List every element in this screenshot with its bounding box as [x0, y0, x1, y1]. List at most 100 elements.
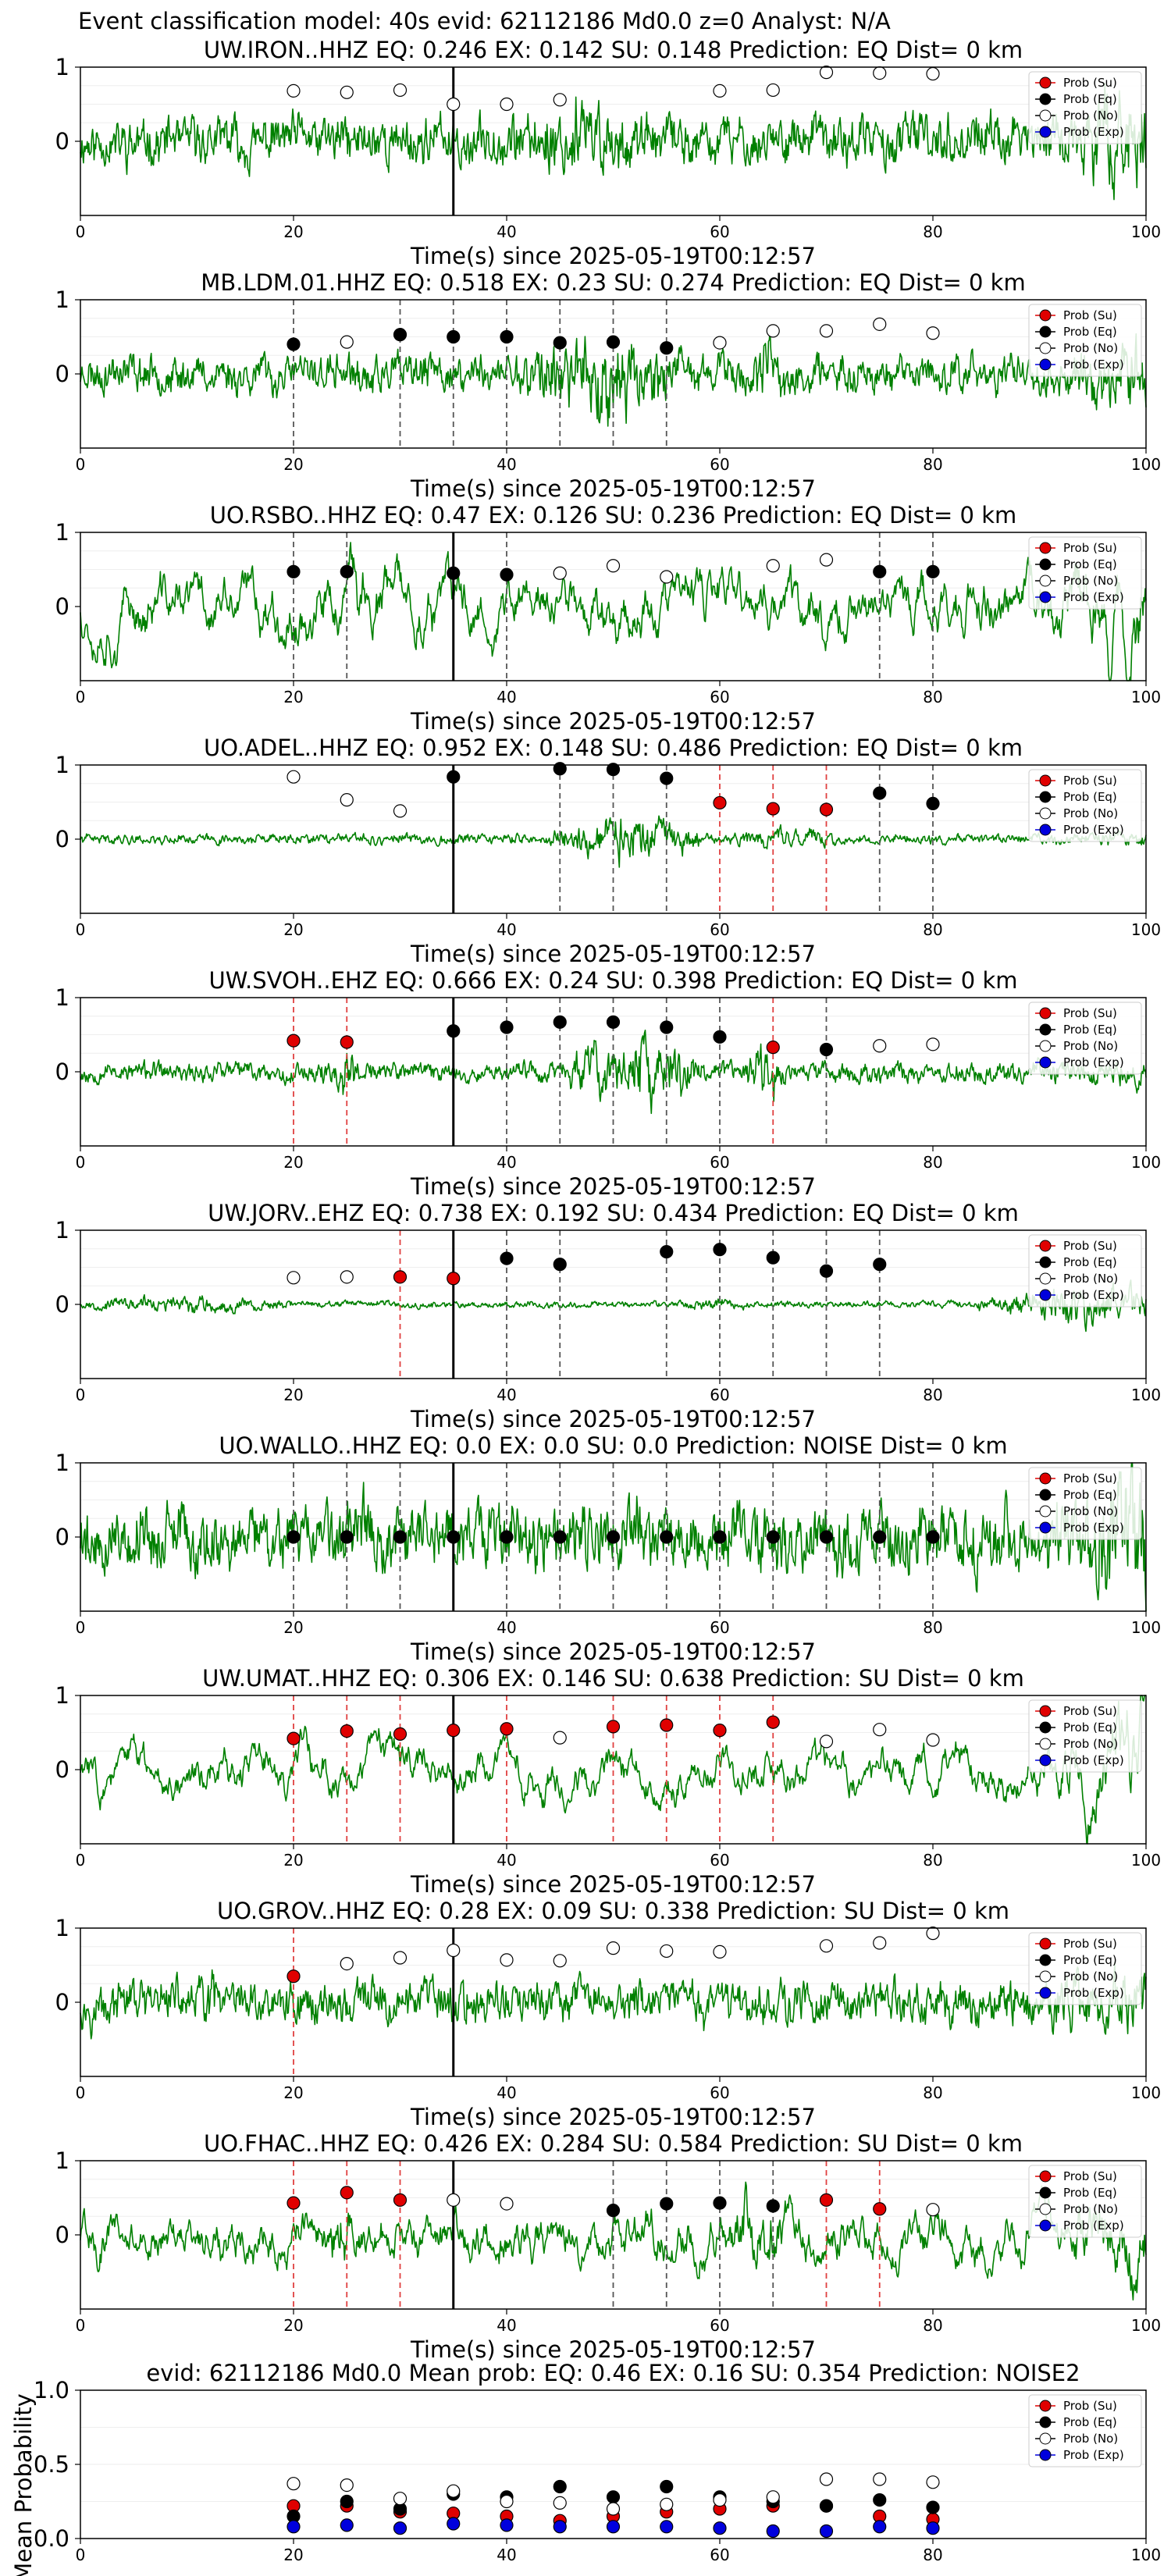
prob-point-eq	[500, 568, 514, 582]
y-tick-label: 1	[55, 1217, 69, 1244]
x-tick-label: 0	[76, 920, 86, 939]
prob-point-su	[873, 2202, 887, 2216]
prob-point-no	[766, 324, 780, 338]
prob-point-eq	[340, 564, 354, 578]
prob-point-su	[819, 802, 834, 817]
x-tick-label: 20	[283, 2546, 303, 2564]
legend-label: Prob (Su)	[1063, 1239, 1117, 1253]
x-tick-label: 100	[1131, 688, 1161, 706]
y-tick-label: 0	[55, 1989, 69, 2016]
legend-label: Prob (Exp)	[1063, 358, 1124, 372]
prob-point-eq	[447, 1024, 461, 1038]
prob-point-eq	[606, 335, 621, 349]
x-tick-label: 40	[497, 920, 516, 939]
x-tick-label: 100	[1131, 1153, 1161, 1172]
x-tick-label: 80	[923, 2316, 942, 2335]
prob-point-su	[713, 795, 727, 810]
legend-label: Prob (Exp)	[1063, 1986, 1124, 2000]
prob-point-no	[926, 1927, 940, 1941]
prob-point-eq	[553, 1258, 567, 1272]
prob-point-su	[447, 1272, 461, 1286]
legend-marker-exp	[1039, 126, 1052, 138]
legend-label: Prob (Eq)	[1063, 325, 1117, 339]
waveform-trace	[80, 83, 1147, 201]
legend-label: Prob (Eq)	[1063, 92, 1117, 106]
prob-point-no	[500, 97, 514, 112]
legend-marker-exp	[1039, 1289, 1052, 1301]
legend-label: Prob (Su)	[1063, 2399, 1117, 2413]
x-tick-label: 20	[283, 455, 303, 474]
prob-point-no	[873, 317, 887, 331]
legend-box	[1028, 304, 1142, 377]
x-tick-label: 60	[710, 1851, 729, 1870]
legend-marker-eq	[1039, 2416, 1052, 2428]
x-tick-label: 40	[497, 2316, 516, 2335]
x-tick-label: 0	[76, 1851, 86, 1870]
y-tick-label: 1	[55, 1450, 69, 1476]
x-tick-label: 40	[497, 2546, 516, 2564]
legend-label: Prob (Su)	[1063, 1704, 1117, 1718]
prob-point-no	[660, 570, 674, 584]
legend-marker-exp	[1039, 1056, 1052, 1069]
prob-point-su	[287, 1969, 301, 1984]
prob-point-no	[926, 2203, 940, 2217]
prob-point-no	[873, 1723, 887, 1737]
legend-box	[1028, 2165, 1142, 2238]
prob-point-su	[340, 1035, 354, 1049]
x-tick-label: 20	[283, 1153, 303, 1172]
legend-marker-exp	[1039, 358, 1052, 371]
x-tick-label: 100	[1131, 2546, 1161, 2564]
legend-label: Prob (Su)	[1063, 1006, 1117, 1020]
prob-point-eq	[713, 1243, 727, 1257]
legend-marker-eq	[1039, 326, 1052, 338]
x-axis-label: Time(s) since 2025-05-19T00:12:57	[410, 2104, 816, 2130]
prob-point-eq	[873, 564, 887, 578]
panel-title: UW.UMAT..HHZ EQ: 0.306 EX: 0.146 SU: 0.6…	[202, 1665, 1024, 1692]
prob-point-eq	[553, 1530, 567, 1544]
x-tick-label: 80	[923, 455, 942, 474]
prob-point-su	[660, 1718, 674, 1732]
prob-point-no	[713, 336, 727, 350]
mean-point-exp	[553, 2520, 567, 2534]
prob-point-eq	[287, 564, 301, 578]
prob-point-no	[819, 324, 834, 338]
legend-marker-su	[1039, 1937, 1052, 1950]
legend-box	[1028, 2394, 1142, 2467]
y-tick-label: 0	[55, 593, 69, 620]
legend-box	[1028, 769, 1142, 842]
y-tick-label: 1	[55, 752, 69, 778]
legend-marker-eq	[1039, 2186, 1052, 2199]
prob-point-no	[553, 1731, 567, 1745]
waveform-trace	[80, 1961, 1147, 2040]
y-tick-label: 0.0	[34, 2525, 69, 2552]
prob-point-no	[766, 83, 780, 98]
mean-point-no	[926, 2475, 940, 2489]
legend-marker-su	[1039, 2170, 1052, 2183]
y-tick-label: 0	[55, 826, 69, 852]
mean-point-no	[500, 2494, 514, 2509]
prob-point-no	[340, 793, 354, 807]
x-tick-label: 20	[283, 2083, 303, 2102]
prob-point-eq	[713, 1530, 727, 1544]
legend-label: Prob (No)	[1063, 1039, 1118, 1053]
prob-point-no	[447, 1943, 461, 1958]
prob-point-eq	[553, 1015, 567, 1029]
legend-marker-exp	[1039, 2449, 1052, 2461]
prob-point-no	[393, 804, 408, 818]
prob-point-no	[447, 97, 461, 112]
mean-point-eq	[873, 2493, 887, 2507]
x-tick-label: 60	[710, 1386, 729, 1404]
prob-point-no	[873, 1936, 887, 1950]
mean-point-eq	[819, 2499, 834, 2513]
prob-point-eq	[500, 329, 514, 344]
mean-point-no	[873, 2472, 887, 2486]
mean-point-no	[819, 2472, 834, 2486]
prob-point-no	[819, 553, 834, 567]
legend-marker-su	[1039, 76, 1052, 89]
legend-marker-no	[1039, 1272, 1052, 1285]
legend-label: Prob (No)	[1063, 1969, 1118, 1984]
prob-point-no	[553, 1954, 567, 1968]
y-tick-label: 1	[55, 54, 69, 80]
prob-point-su	[393, 1727, 408, 1741]
legend-marker-su	[1039, 1240, 1052, 1252]
